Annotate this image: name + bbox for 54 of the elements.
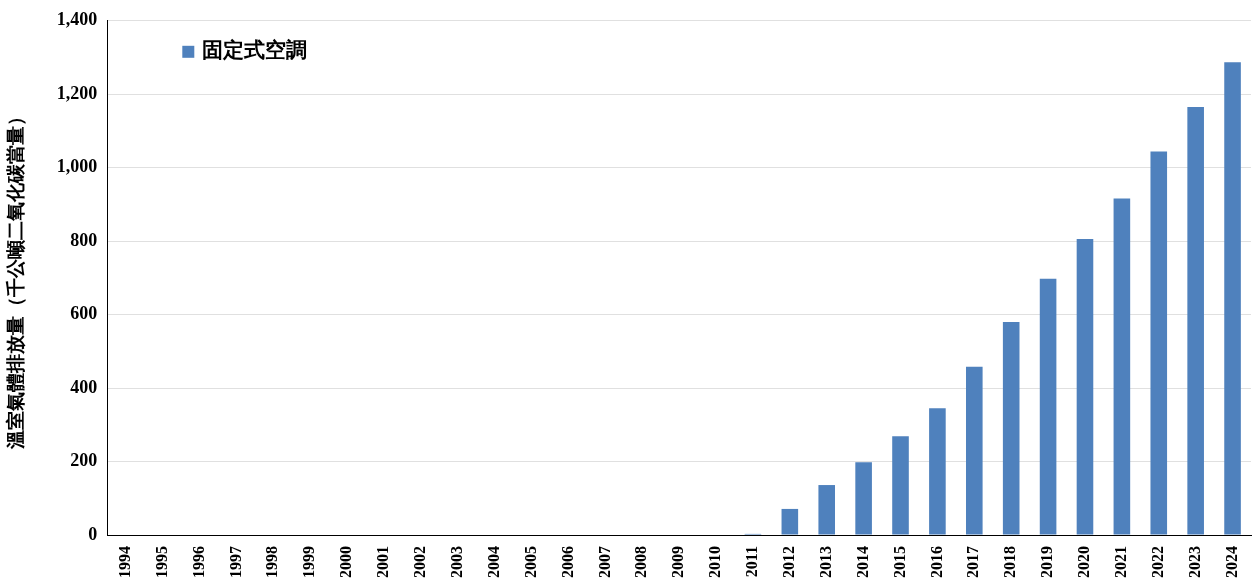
x-tick-label: 2011 [743,546,761,578]
bar [1039,278,1057,535]
x-tick-label: 2007 [595,546,613,578]
bar [929,408,946,535]
bar [966,366,983,535]
bar [855,462,872,535]
bar [1150,151,1168,535]
x-tick-label: 2013 [816,546,834,578]
x-tick-label: 2017 [964,546,982,578]
bar [1002,321,1020,535]
x-tick-label: 2023 [1185,546,1203,578]
x-tick-label: 1996 [189,546,207,578]
x-tick-label: 2006 [558,546,576,578]
y-tick-label: 200 [70,450,98,471]
x-tick-label: 2001 [374,546,392,578]
x-tick-label: 2002 [411,546,429,578]
x-tick-label: 2024 [1222,546,1240,578]
x-tick-label: 2008 [632,546,650,578]
x-tick-label: 2016 [927,546,945,578]
x-tick-label: 2021 [1112,546,1130,578]
y-tick-label: 1,400 [56,9,98,30]
x-tick-label: 2003 [447,546,465,578]
y-tick-label: 400 [70,376,98,397]
x-tick-label: 2004 [484,546,502,578]
bar [781,508,799,535]
bar [818,485,836,535]
bar [1187,107,1204,535]
y-axis-title: 溫室氣體排放量（千公噸二氧化碳當量） [5,106,27,450]
legend-label: 固定式空調 [202,38,308,63]
y-tick-label: 1,200 [56,82,98,103]
bar [1224,62,1241,535]
x-tick-label: 2009 [669,546,687,578]
x-tick-label: 1997 [226,546,244,578]
y-tick-label: 1,000 [56,156,98,177]
bar [1076,238,1094,535]
x-tick-label: 2020 [1075,546,1093,578]
x-tick-label: 2000 [337,546,355,578]
bar [892,436,909,535]
x-tick-label: 2015 [890,546,908,578]
x-tick-label: 2019 [1038,546,1056,578]
x-tick-label: 1994 [115,546,133,578]
x-tick-label: 1995 [152,546,170,578]
x-tick-label: 2018 [1001,546,1019,578]
x-tick-label: 2010 [706,546,724,578]
x-tick-label: 2012 [779,546,797,578]
x-tick-label: 2022 [1148,546,1166,578]
y-tick-label: 800 [70,229,98,250]
y-tick-label: 600 [70,303,98,324]
x-tick-label: 1999 [300,546,318,578]
bar [1113,198,1131,535]
y-tick-label: 0 [88,523,98,544]
x-tick-label: 2005 [521,546,539,578]
x-tick-label: 2014 [853,546,871,578]
x-tick-label: 1998 [263,546,281,578]
